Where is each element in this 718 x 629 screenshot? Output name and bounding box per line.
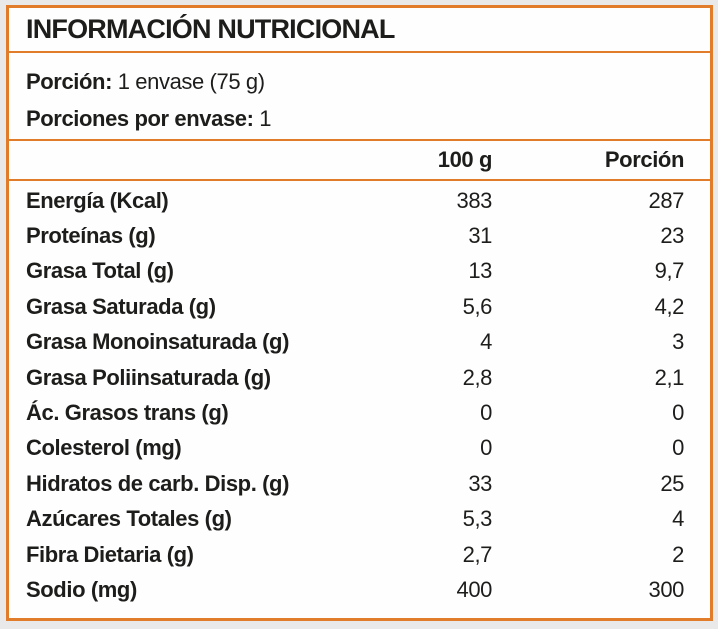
serving-size-label: Porción: (26, 69, 113, 94)
nutrient-value-100g: 0 (480, 435, 492, 461)
nutrient-value-100g: 5,6 (462, 293, 493, 319)
columns-header-row: 100 g Porción (9, 141, 710, 181)
serving-section: Porción: 1 envase (75 g) Porciones por e… (9, 53, 710, 141)
nutrient-name: Hidratos de carb. Disp. (g) (26, 470, 290, 496)
nutrient-name: Proteínas (g) (26, 223, 156, 249)
label-header: INFORMACIÓN NUTRICIONAL (9, 8, 710, 53)
nutrition-label: INFORMACIÓN NUTRICIONAL Porción: 1 envas… (6, 5, 713, 621)
table-row: Grasa Total (g) 13 9,7 (9, 254, 710, 289)
nutrient-name: Energía (Kcal) (26, 187, 169, 213)
nutrient-name: Sodio (mg) (26, 576, 137, 602)
nutrient-value-porcion: 2 (672, 541, 684, 567)
nutrient-value-100g: 400 (456, 576, 492, 602)
nutrient-value-porcion: 3 (672, 329, 684, 355)
table-row: Grasa Saturada (g) 5,6 4,2 (9, 289, 710, 324)
nutrient-value-porcion: 4 (672, 506, 684, 532)
table-row: Grasa Monoinsaturada (g) 4 3 (9, 325, 710, 360)
label-title: INFORMACIÓN NUTRICIONAL (26, 14, 395, 44)
table-row: Colesterol (mg) 0 0 (9, 431, 710, 466)
table-row: Sodio (mg) 400 300 (9, 572, 710, 607)
servings-per-container-value: 1 (259, 106, 272, 131)
column-header-porcion: Porción (604, 147, 685, 172)
nutrient-name: Fibra Dietaria (g) (26, 541, 194, 567)
table-row: Fibra Dietaria (g) 2,7 2 (9, 537, 710, 572)
nutrient-name: Colesterol (mg) (26, 435, 182, 461)
table-row: Grasa Poliinsaturada (g) 2,8 2,1 (9, 360, 710, 395)
nutrient-value-porcion: 0 (672, 400, 684, 426)
table-row: Proteínas (g) 31 23 (9, 218, 710, 253)
nutrient-name: Azúcares Totales (g) (26, 506, 232, 532)
nutrient-value-porcion: 9,7 (654, 258, 685, 284)
nutrient-value-porcion: 0 (672, 435, 684, 461)
nutrient-value-porcion: 4,2 (654, 293, 685, 319)
nutrient-value-100g: 33 (468, 470, 492, 496)
servings-per-container-label: Porciones por envase: (26, 106, 254, 131)
nutrient-name: Ác. Grasos trans (g) (26, 400, 229, 426)
nutrient-value-100g: 13 (468, 258, 492, 284)
nutrient-value-porcion: 23 (660, 223, 684, 249)
nutrient-value-porcion: 300 (648, 576, 684, 602)
nutrient-table: Energía (Kcal) 383 287 Proteínas (g) 31 … (9, 181, 710, 618)
nutrient-value-100g: 4 (480, 329, 492, 355)
table-row: Azúcares Totales (g) 5,3 4 (9, 502, 710, 537)
nutrient-value-100g: 5,3 (462, 506, 493, 532)
nutrient-value-100g: 2,8 (462, 364, 493, 390)
nutrient-value-100g: 0 (480, 400, 492, 426)
nutrient-name: Grasa Total (g) (26, 258, 174, 284)
nutrient-value-100g: 383 (456, 187, 492, 213)
serving-size-value: 1 envase (75 g) (117, 69, 265, 94)
column-header-100g: 100 g (437, 147, 493, 172)
nutrient-value-100g: 2,7 (462, 541, 493, 567)
nutrient-value-porcion: 287 (648, 187, 684, 213)
nutrient-name: Grasa Poliinsaturada (g) (26, 364, 271, 390)
table-row: Hidratos de carb. Disp. (g) 33 25 (9, 466, 710, 501)
nutrient-value-porcion: 2,1 (654, 364, 685, 390)
nutrient-value-porcion: 25 (660, 470, 684, 496)
nutrient-value-100g: 31 (468, 223, 492, 249)
table-row: Ác. Grasos trans (g) 0 0 (9, 395, 710, 430)
servings-per-container-line: Porciones por envase: 1 (26, 102, 710, 136)
table-row: Energía (Kcal) 383 287 (9, 183, 710, 218)
serving-size-line: Porción: 1 envase (75 g) (26, 65, 710, 99)
nutrient-name: Grasa Saturada (g) (26, 293, 216, 319)
nutrient-name: Grasa Monoinsaturada (g) (26, 329, 289, 355)
